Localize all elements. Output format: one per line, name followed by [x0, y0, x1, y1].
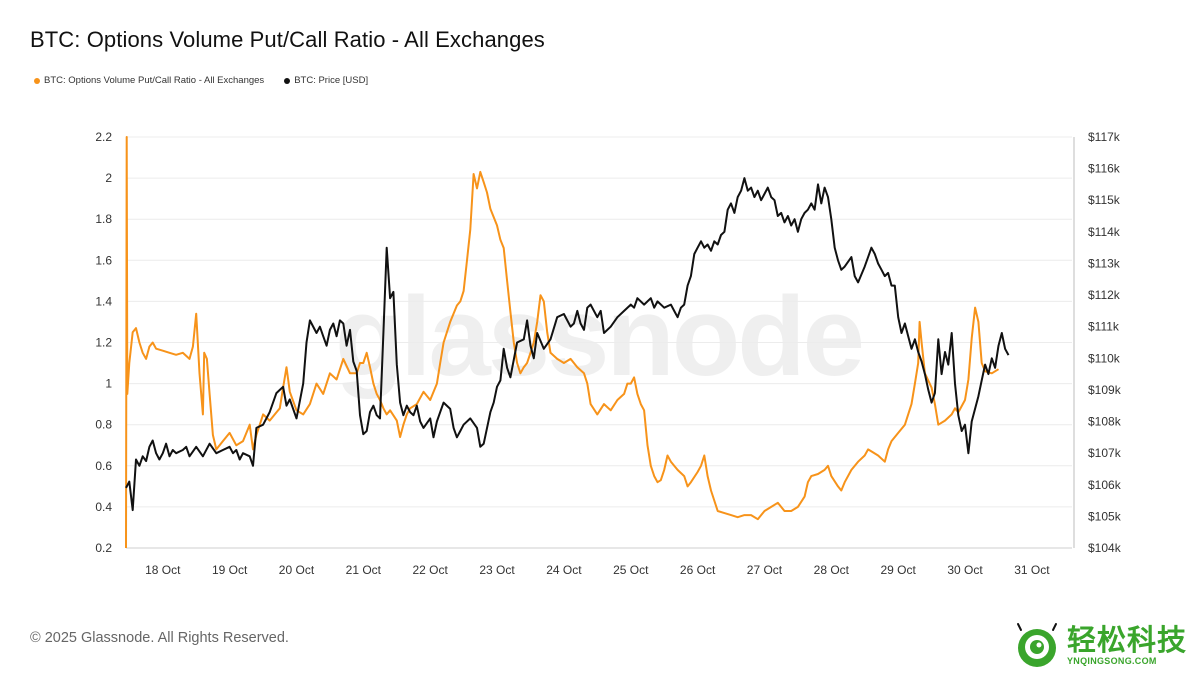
y-right-tick-label: $107k	[1088, 446, 1122, 460]
legend-swatch-btc-price	[284, 77, 291, 84]
x-tick-label: 26 Oct	[680, 563, 716, 577]
legend-label-btc-price: BTC: Price [USD]	[294, 75, 369, 86]
legend-item-put-call-ratio[interactable]: BTC: Options Volume Put/Call Ratio - All…	[34, 75, 264, 86]
x-tick-label: 22 Oct	[413, 563, 449, 577]
x-tick-label: 21 Oct	[346, 563, 382, 577]
brand-name: 轻松科技	[1067, 625, 1188, 657]
y-left-tick-label: 0.2	[95, 541, 112, 555]
y-left-tick-label: 1.6	[95, 253, 112, 267]
y-left-tick-label: 1.4	[95, 294, 112, 308]
x-tick-label: 30 Oct	[947, 563, 983, 577]
y-left-tick-label: 0.4	[95, 500, 112, 514]
y-right-tick-label: $115k	[1088, 193, 1121, 207]
series-line-btc-price	[125, 177, 1010, 512]
chart-legend: BTC: Options Volume Put/Call Ratio - All…	[34, 75, 368, 86]
legend-label-put-call-ratio: BTC: Options Volume Put/Call Ratio - All…	[44, 75, 265, 86]
x-tick-label: 24 Oct	[546, 563, 582, 577]
x-tick-label: 31 Oct	[1014, 563, 1050, 577]
x-tick-label: 28 Oct	[814, 563, 850, 577]
y-right-tick-label: $114k	[1088, 225, 1121, 239]
brand-badge[interactable]: 轻松科技 YNQINGSONG.COM	[1015, 622, 1187, 670]
y-right-tick-label: $105k	[1088, 509, 1122, 523]
y-left-tick-label: 1	[105, 377, 112, 391]
y-left-tick-label: 1.2	[95, 336, 112, 350]
y-left-tick-label: 0.8	[95, 418, 112, 432]
y-right-tick-label: $108k	[1088, 415, 1122, 429]
y-right-tick-label: $104k	[1088, 541, 1122, 555]
y-right-tick-label: $106k	[1088, 478, 1122, 492]
x-tick-label: 23 Oct	[479, 563, 515, 577]
y-right-tick-label: $117k	[1088, 130, 1121, 144]
legend-item-btc-price[interactable]: BTC: Price [USD]	[284, 75, 368, 86]
legend-swatch-put-call-ratio	[34, 77, 40, 84]
y-right-tick-label: $110k	[1088, 351, 1121, 365]
y-left-tick-label: 1.8	[95, 212, 112, 226]
x-tick-label: 19 Oct	[212, 563, 248, 577]
x-tick-label: 18 Oct	[145, 563, 181, 577]
y-right-tick-label: $112k	[1088, 288, 1121, 302]
chart-title: BTC: Options Volume Put/Call Ratio - All…	[30, 27, 545, 52]
y-right-tick-label: $113k	[1088, 256, 1121, 270]
x-tick-label: 25 Oct	[613, 563, 649, 577]
y-right-tick-label: $116k	[1088, 162, 1121, 176]
y-left-tick-label: 2.2	[95, 130, 112, 144]
y-right-tick-label: $109k	[1088, 383, 1122, 397]
y-right-tick-label: $111k	[1088, 320, 1120, 334]
x-tick-label: 29 Oct	[880, 563, 916, 577]
x-tick-label: 27 Oct	[747, 563, 783, 577]
x-tick-label: 20 Oct	[279, 563, 315, 577]
y-left-tick-label: 2	[105, 171, 112, 185]
y-left-tick-label: 0.6	[95, 459, 112, 473]
brand-logo-icon	[1017, 623, 1057, 667]
brand-url: YNQINGSONG.COM	[1067, 656, 1157, 666]
copyright-footer: © 2025 Glassnode. All Rights Reserved.	[30, 630, 289, 646]
